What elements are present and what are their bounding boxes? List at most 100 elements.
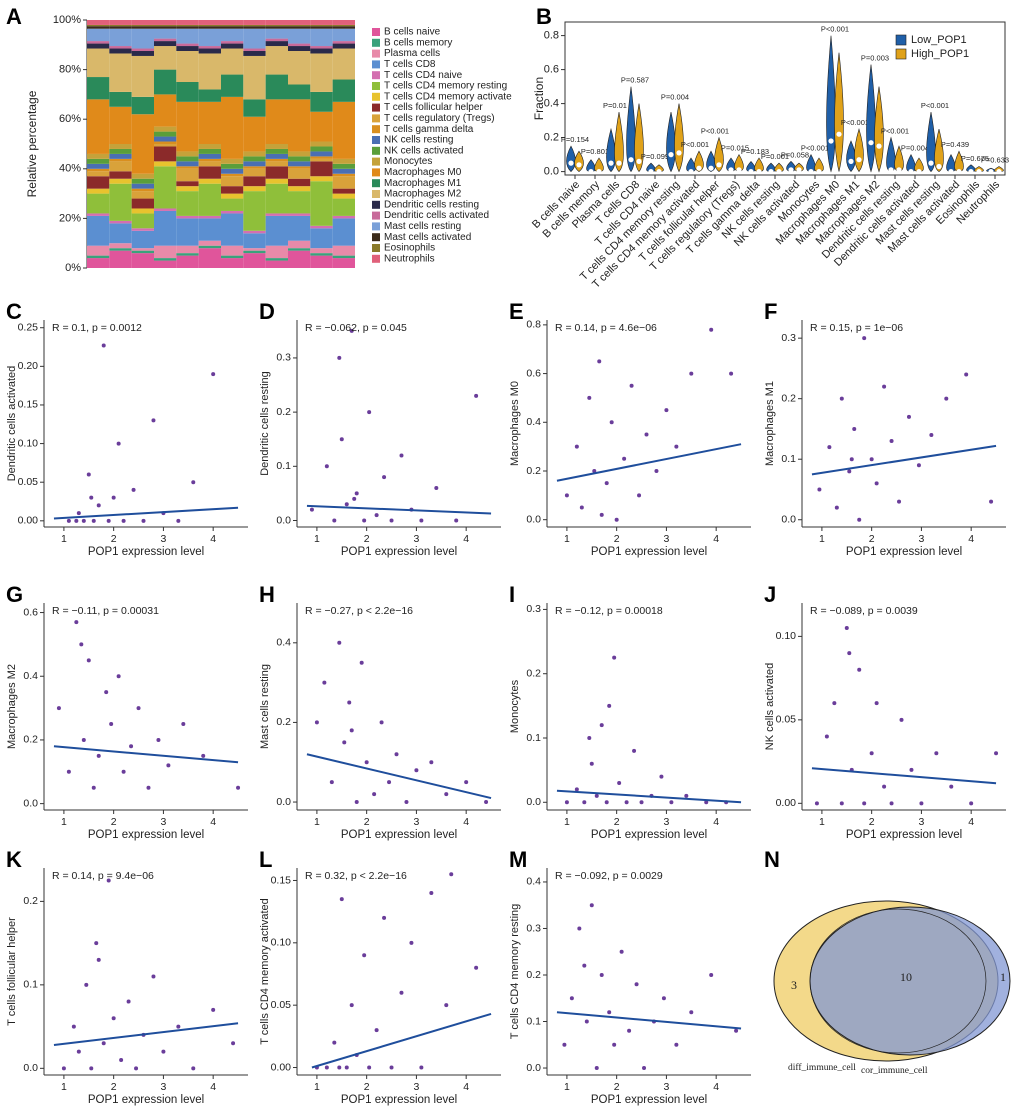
correlation-annotation: R = 0.14, p = 9.4e−06: [52, 870, 154, 882]
point: [874, 481, 879, 486]
median-dot: [708, 165, 714, 171]
point: [191, 480, 196, 485]
point: [899, 717, 904, 722]
stack-segment: [221, 43, 244, 49]
point: [94, 941, 99, 946]
p-value: P=0.801: [581, 147, 609, 156]
median-dot: [828, 138, 834, 144]
p-value: P<0.001: [681, 140, 709, 149]
legend-label: NK cells resting: [384, 135, 453, 146]
stack-segment: [332, 193, 355, 199]
stack-segment: [265, 161, 288, 167]
point: [409, 940, 414, 945]
stack-segment: [265, 153, 288, 159]
stack-segment: [221, 168, 244, 174]
point: [862, 336, 867, 341]
violin: [846, 140, 856, 173]
stack-segment: [198, 101, 221, 144]
x-tick-label: 2: [111, 533, 117, 545]
median-dot: [976, 169, 982, 175]
point: [89, 1066, 94, 1071]
legend-label: Plasma cells: [384, 48, 440, 59]
stack-segment: [265, 258, 288, 261]
point: [674, 1042, 679, 1047]
stack-segment: [221, 158, 244, 164]
y-axis-label: Macrophages M1: [764, 381, 776, 466]
stack-segment: [221, 258, 244, 268]
point: [594, 1066, 599, 1071]
stack-segment: [243, 186, 266, 192]
p-value: P=0.004: [661, 93, 689, 102]
p-value: P=0.004: [901, 144, 929, 153]
stack-segment: [154, 26, 177, 29]
point: [151, 974, 156, 979]
point: [869, 457, 874, 462]
x-tick-label: 1: [61, 533, 67, 545]
point: [91, 785, 96, 790]
legend-label: T cells CD8: [384, 59, 436, 70]
point: [116, 441, 121, 446]
x-tick-label: 3: [663, 533, 669, 545]
y-tick-label: 0.05: [18, 476, 39, 488]
point: [564, 493, 569, 498]
stack-segment: [265, 178, 288, 184]
median-dot: [628, 157, 634, 163]
point: [589, 761, 594, 766]
median-dot: [876, 143, 882, 149]
x-tick-label: 1: [819, 533, 825, 545]
stack-segment: [109, 171, 132, 179]
point: [587, 736, 592, 740]
x-axis-label: POP1 expression level: [341, 546, 457, 558]
stack-segment: [109, 223, 132, 244]
violin: [834, 52, 844, 172]
region-count: 10: [900, 970, 912, 984]
stack-segment: [109, 24, 132, 27]
stack-segment: [332, 163, 355, 169]
stack-segment: [109, 158, 132, 162]
point: [111, 495, 116, 500]
stack-segment: [176, 215, 199, 219]
x-axis-label: POP1 expression level: [846, 546, 962, 558]
fit-line: [53, 506, 239, 520]
stack-segment: [265, 20, 288, 25]
stack-segment: [176, 156, 199, 162]
y-axis-label: Dendritic cells activated: [6, 366, 18, 482]
point: [569, 996, 574, 1001]
stack-segment: [221, 48, 244, 75]
stack-segment: [154, 166, 177, 209]
stack-segment: [243, 28, 266, 49]
legend-swatch: [372, 92, 380, 101]
x-tick-label: 3: [160, 816, 166, 828]
y-tick-label: 0.20: [18, 360, 39, 372]
stack-segment: [198, 178, 221, 184]
point: [862, 801, 867, 806]
legend-swatch: [372, 82, 380, 90]
stack-segment: [221, 186, 244, 194]
stack-segment: [332, 245, 355, 256]
stack-segment: [310, 28, 333, 47]
stack-segment: [288, 248, 311, 251]
stack-segment: [265, 26, 288, 29]
y-tick-label: 0.1: [526, 1015, 541, 1027]
point: [404, 800, 409, 805]
point: [372, 792, 377, 797]
legend-label: Low_POP1: [911, 34, 967, 46]
fit-line: [811, 767, 997, 785]
point: [444, 1003, 449, 1008]
stack-segment: [154, 161, 177, 167]
stack-segment: [221, 74, 244, 97]
point: [844, 626, 849, 631]
point: [474, 965, 479, 970]
violin: [714, 136, 724, 172]
median-dot: [768, 169, 774, 175]
y-tick-label: 0.3: [781, 332, 796, 344]
point: [592, 468, 597, 473]
point: [577, 926, 582, 931]
stack-segment: [198, 153, 221, 159]
y-tick-label: 0.4: [23, 670, 38, 682]
stack-segment: [265, 38, 288, 42]
stack-segment: [176, 28, 199, 44]
stack-segment: [221, 96, 244, 159]
y-tick-label: 0.00: [271, 1061, 292, 1073]
point: [359, 660, 364, 665]
